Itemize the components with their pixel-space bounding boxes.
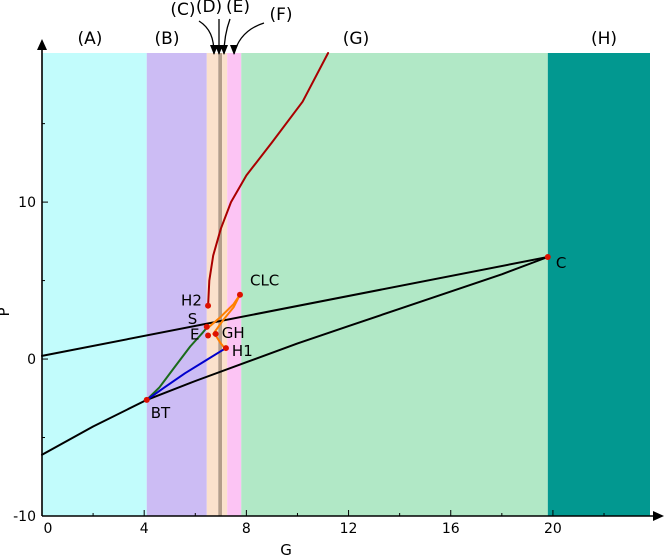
point-label-2: H2	[181, 292, 202, 310]
point-label-3: CLC	[250, 272, 279, 290]
point-label-7: C	[556, 254, 566, 272]
curve-2	[207, 52, 330, 307]
y-axis-label: P	[0, 307, 13, 316]
ticks: 0 4 8 12 16 20 -10 0 10	[13, 123, 605, 537]
point-label-5: E	[190, 326, 199, 344]
y-tick-label-0: -10	[13, 509, 36, 525]
region-label-5: (F)	[269, 5, 292, 25]
region-label-7: (H)	[591, 29, 617, 49]
region-band-2	[206, 53, 219, 516]
point-label-0: BT	[151, 404, 171, 422]
region-label-2: (C)	[170, 0, 195, 20]
y-axis-arrow	[37, 39, 47, 50]
curve-1	[41, 256, 549, 456]
point-label-6: S	[188, 310, 198, 328]
point-label-4: GH	[222, 324, 245, 342]
region-labels: (A) (B) (C) (D) (E) (F) (G) (H)	[78, 0, 617, 49]
x-tick-label-5: 20	[544, 521, 562, 537]
arrow-head-3	[230, 45, 238, 55]
x-axis-arrow	[653, 511, 664, 521]
point-marker-5	[205, 332, 212, 339]
x-axis-label: G	[280, 541, 292, 559]
region-band-3	[218, 53, 223, 516]
curve-7	[145, 347, 227, 401]
curve-4	[212, 293, 241, 335]
arrow-line-3	[233, 22, 265, 55]
point-marker-0	[143, 396, 150, 403]
region-band-4	[222, 53, 228, 516]
curve-0	[41, 256, 549, 357]
x-tick-label-3: 12	[340, 521, 358, 537]
x-tick-label-1: 4	[140, 521, 149, 537]
region-band-0	[42, 53, 147, 516]
region-label-6: (G)	[343, 29, 369, 49]
region-arrows	[198, 18, 265, 55]
region-label-3: (D)	[196, 0, 222, 17]
point-marker-1	[222, 345, 229, 352]
x-tick-label-2: 8	[242, 521, 251, 537]
point-label-1: H1	[232, 342, 253, 360]
y-tick-label-1: 0	[27, 352, 36, 368]
point-marker-7	[544, 254, 551, 261]
region-label-4: (E)	[226, 0, 250, 17]
curve-6	[145, 325, 210, 401]
x-tick-label-0: 0	[44, 521, 53, 537]
region-band-6	[241, 53, 548, 516]
region-band-1	[146, 53, 207, 516]
region-band-5	[227, 53, 242, 516]
point-marker-4	[212, 330, 219, 337]
region-label-1: (B)	[155, 29, 180, 49]
y-tick-label-2: 10	[18, 195, 36, 211]
region-label-0: (A)	[78, 29, 103, 49]
point-marker-2	[205, 302, 212, 309]
point-marker-6	[203, 323, 210, 330]
parameter-regions	[42, 53, 650, 516]
bifurcation-curves	[41, 52, 549, 456]
special-points: BT H1 H2 CLC GH ES C	[143, 254, 566, 422]
x-tick-label-4: 16	[442, 521, 460, 537]
point-marker-3	[236, 291, 243, 298]
arrow-head-2	[220, 45, 228, 55]
region-band-7	[547, 53, 650, 516]
